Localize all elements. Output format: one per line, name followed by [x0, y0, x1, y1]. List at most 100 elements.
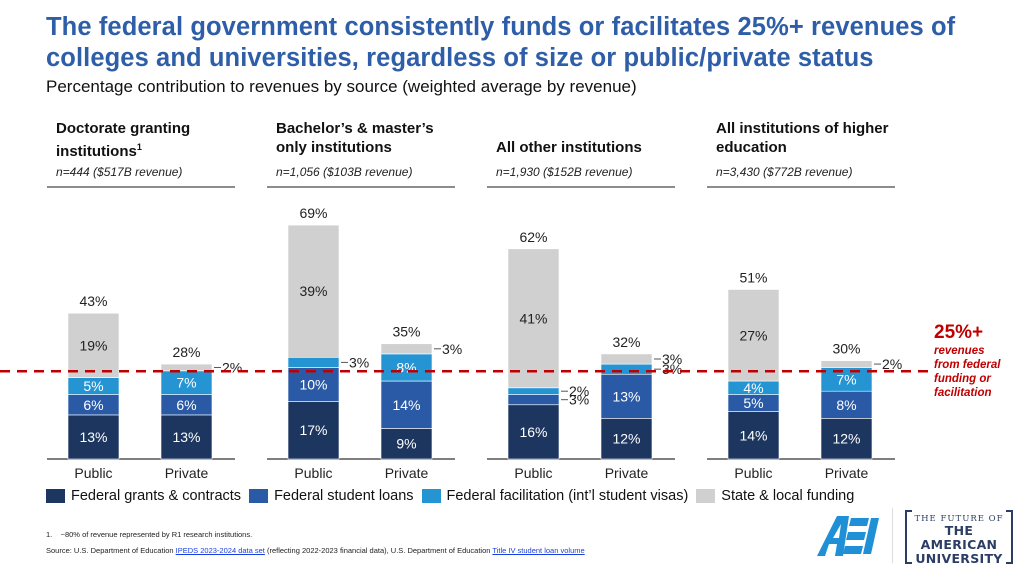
ipeds-link[interactable]: IPEDS 2023-2024 data set — [175, 546, 265, 555]
x-tick-label: Public — [294, 465, 332, 481]
bar-segment-label: 5% — [743, 395, 763, 411]
group-divider — [707, 186, 895, 188]
bar-segment-loans — [507, 394, 560, 406]
bar-segment-label: 13% — [612, 388, 640, 404]
bar-segment-label: 4% — [743, 380, 763, 396]
bar-segment-label: 6% — [83, 397, 103, 413]
legend-label: Federal student loans — [274, 488, 414, 504]
group-title: Doctorate granting institutions — [56, 120, 191, 160]
aei-logo — [817, 516, 879, 556]
group-n-label: n=444 ($517B revenue) — [56, 165, 183, 179]
bar-segment-facilitation — [287, 356, 340, 368]
footnote: 1. ~80% of revenue represented by R1 res… — [46, 530, 253, 539]
x-tick-label: Public — [74, 465, 112, 481]
group-title: All other institutions — [496, 139, 642, 156]
group-divider — [267, 186, 455, 188]
group-divider — [47, 186, 235, 188]
slide-subtitle: Percentage contribution to revenues by s… — [46, 77, 637, 96]
bar-segment-label-outside: 3% — [569, 392, 589, 408]
threshold-annotation: 25%+ revenues from federal funding or fa… — [934, 322, 1000, 400]
bar-segment-facilitation — [600, 363, 653, 375]
bar-segment-label: 14% — [392, 397, 420, 413]
group-n-label: n=1,056 ($103B revenue) — [276, 165, 413, 179]
group-header-bachelors-masters: Bachelor’s & master’s only institutions — [276, 119, 466, 157]
chart-legend: Federal grants & contracts Federal stude… — [46, 488, 862, 504]
title-iv-link[interactable]: Title IV student loan volume — [492, 546, 585, 555]
bar-total-label: 30% — [832, 341, 860, 357]
bar-segment-grants — [507, 404, 560, 460]
group-header-doctorate: Doctorate granting institutions1 — [56, 119, 246, 161]
bar-segment-label: 13% — [79, 429, 107, 445]
bar-segment-label-outside: 2% — [882, 356, 902, 372]
threshold-annotation-value: 25%+ — [934, 322, 984, 343]
source-text: Source: U.S. Department of Education — [46, 546, 176, 555]
bar-segment-state — [727, 289, 780, 382]
legend-label: Federal grants & contracts — [71, 488, 242, 504]
x-tick-label: Public — [514, 465, 552, 481]
bar-segment-label: 41% — [519, 310, 547, 326]
legend-item-facilitation: Federal facilitation (int’l student visa… — [421, 488, 689, 504]
x-tick-label: Public — [734, 465, 772, 481]
threshold-annotation-line: facilitation — [934, 387, 992, 399]
slide-title: The federal government consistently fund… — [46, 13, 956, 72]
bar-segment-state — [600, 353, 653, 365]
group-title: Bachelor’s & master’s only institutions — [276, 120, 434, 156]
bar-segment-facilitation — [507, 387, 560, 395]
bar-segment-grants — [67, 414, 120, 460]
source-text: (reflecting 2022-2023 financial data), U… — [264, 546, 493, 555]
legend-swatch — [421, 489, 441, 503]
bar-segment-label-outside: 3% — [349, 354, 369, 370]
legend-label: State & local funding — [721, 488, 855, 504]
bar-segment-label: 10% — [299, 376, 327, 392]
bar-total-label: 69% — [299, 205, 327, 221]
x-tick-label: Private — [385, 465, 429, 481]
bar-total-label: 43% — [79, 293, 107, 309]
bar-segment-label-outside: 3% — [442, 341, 462, 357]
bracket-left — [905, 510, 912, 564]
bar-segment-label-outside: 3% — [662, 361, 682, 377]
bar-total-label: 28% — [172, 344, 200, 360]
group-header-all-institutions: All institutions of higher education — [716, 119, 906, 157]
x-tick-label: Private — [165, 465, 209, 481]
threshold-annotation-line: revenues — [934, 345, 985, 357]
x-tick-label: Private — [825, 465, 869, 481]
bar-total-label: 51% — [739, 270, 767, 286]
x-tick-label: Private — [605, 465, 649, 481]
source-line: Source: U.S. Department of Education IPE… — [46, 546, 585, 555]
bar-segment-label-outside: 3% — [662, 351, 682, 367]
bar-segment-loans — [820, 390, 873, 419]
bar-segment-label: 39% — [299, 283, 327, 299]
bar-segment-state — [820, 360, 873, 368]
bar-segment-label: 6% — [176, 397, 196, 413]
bar-segment-grants — [727, 411, 780, 460]
legend-item-state: State & local funding — [696, 488, 854, 504]
bar-segment-grants — [287, 401, 340, 460]
bar-segment-state — [287, 224, 340, 358]
logo-divider — [892, 508, 893, 563]
bar-segment-label: 14% — [739, 427, 767, 443]
bar-segment-label: 13% — [172, 429, 200, 445]
bar-segment-state — [160, 363, 213, 372]
bar-segment-label: 27% — [739, 327, 767, 343]
footnote-marker: 1 — [136, 142, 142, 152]
bar-segment-state — [380, 343, 433, 355]
bar-segment-label: 7% — [176, 375, 196, 391]
logo-text: UNIVERSITY — [915, 551, 1003, 566]
legend-swatch — [46, 489, 65, 503]
logo-text: THE AMERICAN — [920, 523, 998, 552]
bar-segment-label: 7% — [836, 371, 856, 387]
bar-segment-label: 12% — [612, 431, 640, 447]
legend-item-loans: Federal student loans — [249, 488, 414, 504]
bar-segment-facilitation — [380, 353, 433, 382]
bar-segment-label: 8% — [396, 359, 416, 375]
bar-total-label: 35% — [392, 324, 420, 340]
bar-segment-label: 5% — [83, 378, 103, 394]
threshold-annotation-line: from federal — [934, 359, 1001, 371]
bar-total-label: 62% — [519, 229, 547, 245]
bar-segment-label: 19% — [79, 337, 107, 353]
legend-label: Federal facilitation (int’l student visa… — [446, 488, 689, 504]
future-american-university-logo: THE FUTURE OF THE AMERICAN UNIVERSITY — [905, 510, 1013, 566]
threshold-annotation-line: funding or — [934, 373, 991, 385]
bar-segment-label: 8% — [836, 397, 856, 413]
